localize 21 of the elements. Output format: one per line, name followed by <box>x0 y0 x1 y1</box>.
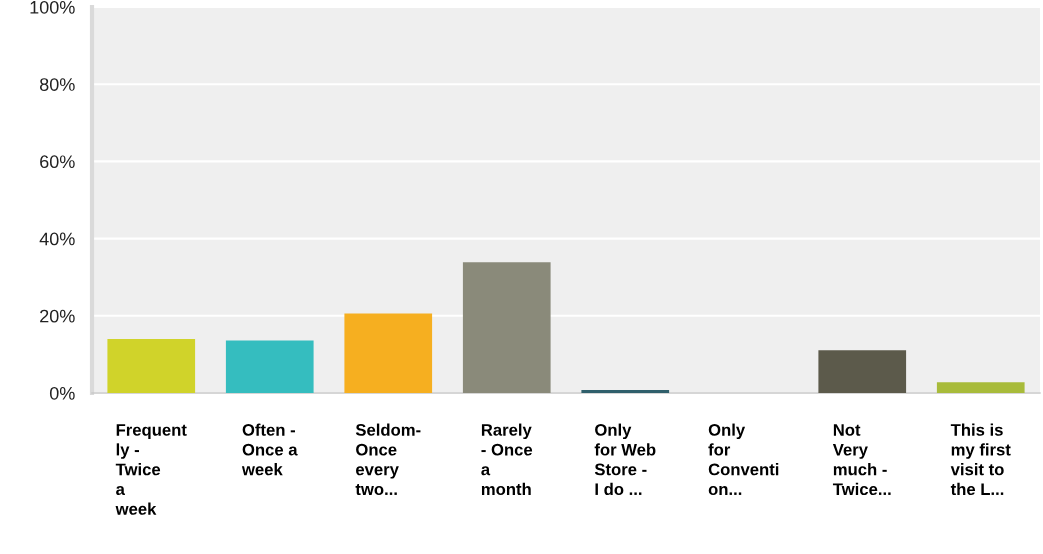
y-tick-label: 80% <box>39 78 75 91</box>
x-tick-label: Rarely - Once a month <box>481 423 533 496</box>
y-tick-label: 60% <box>40 155 75 169</box>
bar <box>818 350 907 393</box>
x-tick-label: Only for Conventi on... <box>708 423 779 496</box>
bar <box>936 382 1025 393</box>
x-tick-label: Only for Web Store - I do ... <box>594 423 656 496</box>
x-tick-label: This is my first visit to the L... <box>950 423 1011 496</box>
y-tick-label: 0% <box>49 386 75 400</box>
bar <box>344 313 433 393</box>
bar <box>462 262 551 393</box>
x-tick-label: Frequent ly - Twice a week <box>115 424 187 515</box>
x-tick-label: Often - Once a week <box>241 423 298 476</box>
bar <box>107 338 196 393</box>
x-tick-label: Seldom- Once every two... <box>355 423 421 496</box>
y-tick-label: 40% <box>39 232 75 246</box>
bar <box>581 389 670 393</box>
y-tick-label: 100% <box>30 0 75 14</box>
bar <box>225 340 314 393</box>
x-tick-label: Not Very much - Twice... <box>832 424 891 496</box>
y-tick-label: 20% <box>40 309 75 323</box>
